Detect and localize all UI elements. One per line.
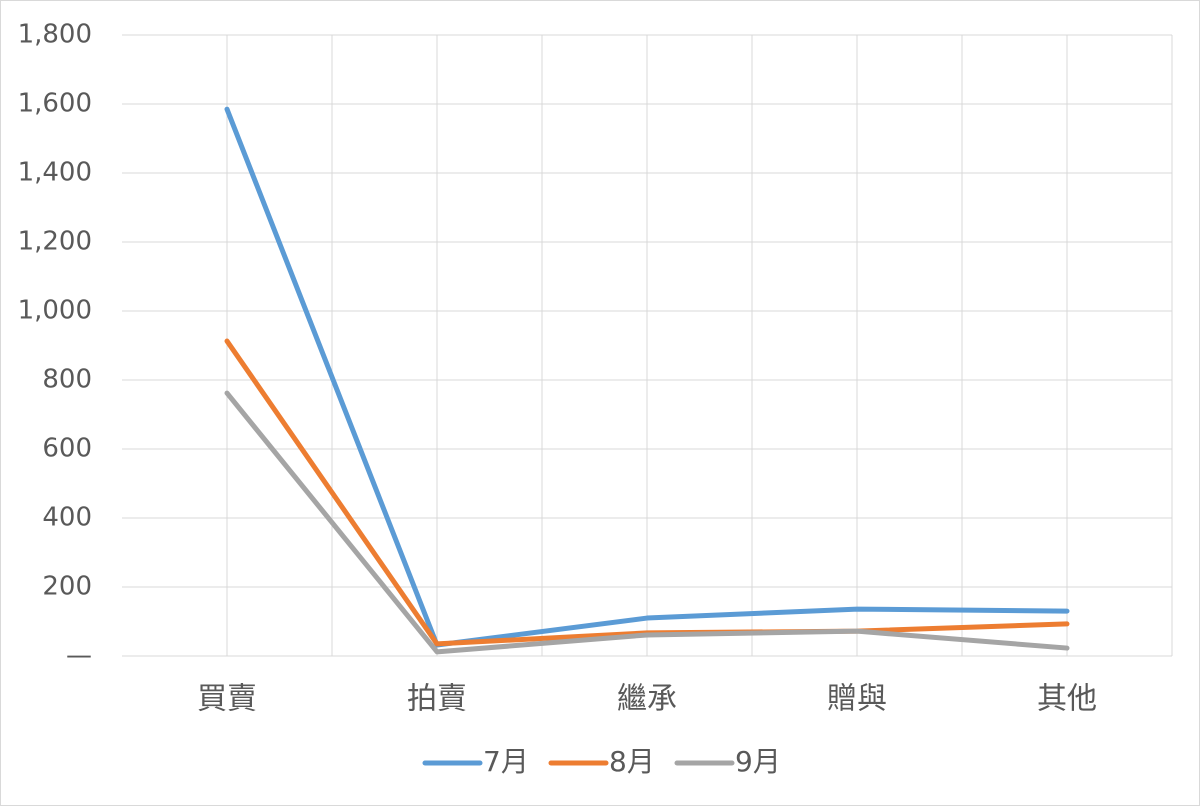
legend-label: 7月 xyxy=(483,745,529,778)
x-tick-label: 贈與 xyxy=(827,682,887,717)
series-line xyxy=(224,390,1070,655)
x-tick-label: 買賣 xyxy=(197,682,257,717)
y-tick-label: 600 xyxy=(42,434,92,464)
x-tick-label: 其他 xyxy=(1037,682,1097,717)
legend-label: 8月 xyxy=(609,745,655,778)
series-line xyxy=(224,106,1070,648)
x-tick-label: 拍賣 xyxy=(407,682,467,717)
y-tick-label: 1,600 xyxy=(18,89,92,119)
y-tick-label: 1,000 xyxy=(18,296,92,326)
y-tick-label: 200 xyxy=(42,572,92,602)
y-tick-label: 800 xyxy=(42,365,92,395)
y-tick-label: 1,400 xyxy=(18,158,92,188)
x-tick-label: 繼承 xyxy=(617,682,677,717)
legend-label: 9月 xyxy=(735,745,781,778)
y-tick-label: 1,800 xyxy=(18,20,92,50)
y-tick-label: — xyxy=(66,641,92,671)
y-tick-label: 400 xyxy=(42,503,92,533)
y-tick-label: 1,200 xyxy=(18,227,92,257)
